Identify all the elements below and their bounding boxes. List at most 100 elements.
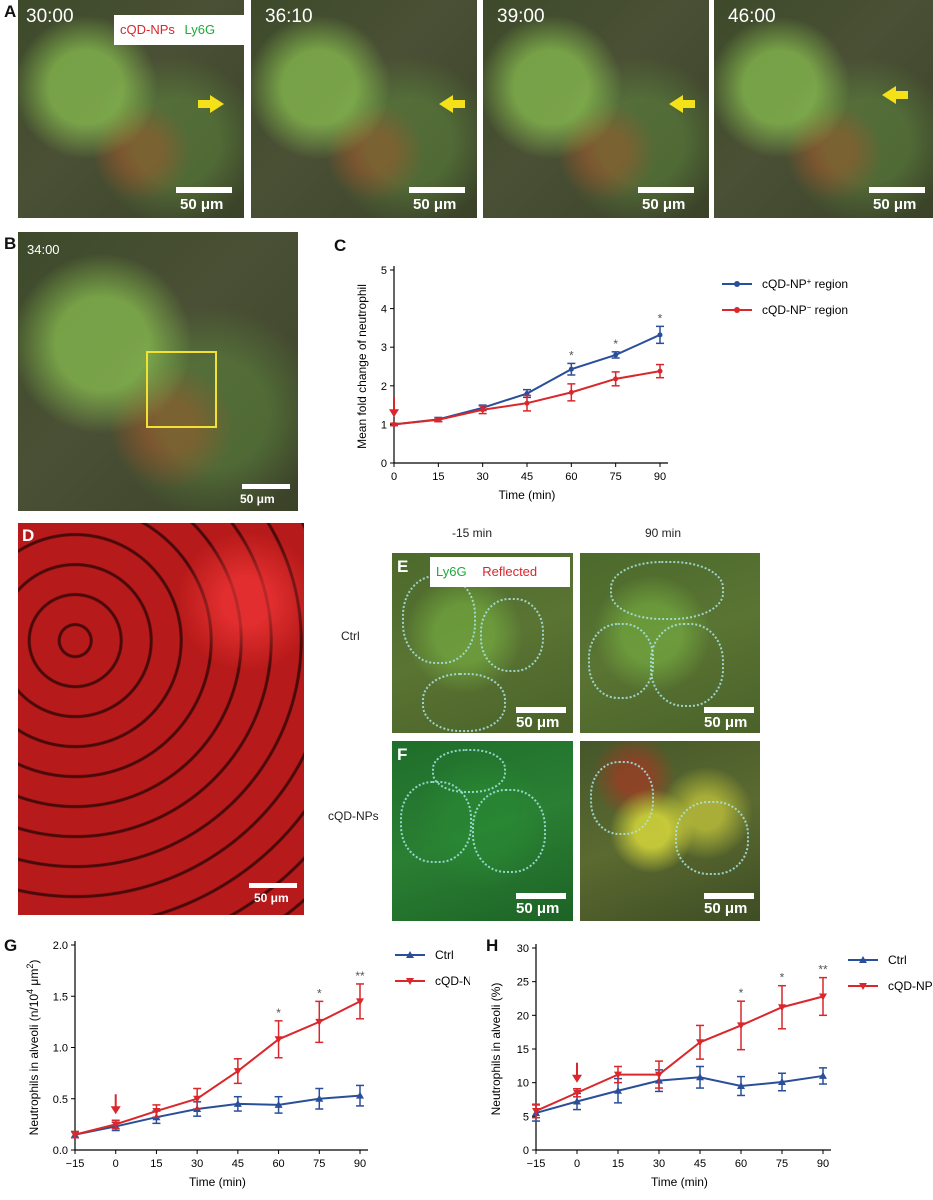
legend-marker [406, 951, 414, 958]
x-tick-label: 15 [432, 471, 444, 483]
x-tick-label: 0 [113, 1158, 119, 1170]
y-tick-label: 1.0 [53, 1043, 68, 1055]
scale-label: 50 μm [704, 900, 748, 917]
x-tick-label: 60 [735, 1158, 747, 1170]
alveolus-outline [590, 761, 654, 835]
micrograph-f2: 50 μm [580, 741, 760, 921]
legend-label: Ctrl [888, 953, 907, 967]
series-line [535, 995, 824, 1112]
legend-label: cQD-NPs [435, 974, 470, 988]
time-label: 46:00 [728, 6, 776, 27]
data-point [193, 1095, 202, 1103]
data-point [657, 368, 663, 374]
x-tick-label: 0 [574, 1158, 580, 1170]
x-axis-label: Time (min) [651, 1175, 708, 1189]
data-point [356, 1091, 364, 1099]
micrograph-d: 50 μm [18, 523, 304, 915]
x-tick-label: −15 [66, 1158, 85, 1170]
legend-box-e: Ly6G Reflected [430, 557, 570, 587]
alveolus-outline [432, 749, 506, 793]
red-arrow-head-icon [389, 409, 399, 418]
x-tick-label: 60 [272, 1158, 284, 1170]
alveolus-outline [422, 673, 506, 732]
series-line [535, 1074, 824, 1114]
micrograph-b: 34:00 50 μm [18, 232, 298, 511]
scale-label: 50 μm [642, 196, 686, 213]
data-point [111, 1121, 120, 1129]
legend-marker [734, 307, 740, 313]
x-tick-label: 15 [612, 1158, 624, 1170]
significance-star: * [276, 1006, 281, 1020]
data-point [778, 1004, 786, 1012]
scale-label: 50 μm [413, 196, 457, 213]
x-tick-label: 45 [521, 471, 533, 483]
alveolus-outline [400, 781, 472, 863]
scale-bar [409, 187, 465, 193]
x-tick-label: 90 [817, 1158, 829, 1170]
significance-star: ** [355, 969, 365, 983]
red-arrow-head-icon [572, 1074, 582, 1083]
data-point [613, 352, 619, 358]
x-axis-label: Time (min) [189, 1175, 246, 1189]
y-tick-label: 1.5 [53, 991, 68, 1003]
legend-marker [734, 281, 740, 287]
x-tick-label: −15 [527, 1158, 546, 1170]
alveolus-outline [650, 623, 724, 707]
data-point [524, 400, 530, 406]
data-point [657, 332, 663, 338]
data-point [819, 1071, 827, 1079]
data-point [71, 1131, 79, 1139]
data-point [737, 1022, 745, 1030]
row-label-ctrl: Ctrl [341, 629, 360, 643]
data-point [696, 1039, 704, 1047]
panel-letter-f: F [397, 745, 408, 764]
data-point [152, 1108, 161, 1116]
micrograph-f1: 50 μm [392, 741, 573, 921]
y-tick-label: 0.0 [53, 1145, 68, 1157]
scale-label: 50 μm [180, 196, 224, 213]
yellow-arrow-icon [439, 95, 465, 113]
data-point [819, 993, 827, 1001]
legend-label: cQD-NP+ region [762, 277, 848, 292]
alveolus-outline [588, 623, 654, 699]
micrograph-a2: 36:10 50 μm [251, 0, 477, 218]
data-point [655, 1071, 663, 1079]
legend-reflected: Reflected [482, 564, 538, 579]
data-point [696, 1073, 704, 1081]
significance-star: * [739, 986, 744, 1000]
y-tick-label: 25 [517, 977, 529, 989]
data-point [737, 1082, 745, 1090]
legend-ly6g: Ly6G [436, 564, 467, 579]
micrograph-a1: 30:00 cQD-NPs Ly6G 50 μm [18, 0, 244, 218]
alveolus-outline [610, 561, 724, 620]
alveolus-outline [472, 789, 546, 873]
legend-ly6g: Ly6G [184, 22, 216, 37]
x-tick-label: 75 [776, 1158, 788, 1170]
x-tick-label: 60 [565, 471, 577, 483]
legend-box-a: cQD-NPs Ly6G [114, 15, 244, 45]
micrograph-e2: 50 μm [580, 553, 760, 733]
column-label-minus15: -15 min [452, 526, 493, 540]
x-axis-label: Time (min) [499, 488, 556, 502]
panel-letter-g: G [4, 936, 18, 955]
yellow-arrow-icon [882, 86, 908, 104]
series-line [74, 1000, 361, 1136]
scale-label: 50 μm [704, 714, 748, 731]
y-tick-label: 3 [381, 342, 387, 354]
y-tick-label: 1 [381, 419, 387, 431]
x-tick-label: 30 [653, 1158, 665, 1170]
y-axis-label: Mean fold change of neutrophil [355, 284, 369, 449]
panel-letter-e: E [397, 557, 409, 576]
x-tick-label: 90 [654, 471, 666, 483]
significance-star: * [658, 311, 663, 325]
red-arrow-head-icon [110, 1106, 121, 1115]
time-label: 30:00 [26, 6, 74, 27]
y-tick-label: 20 [517, 1010, 529, 1022]
data-point [356, 998, 364, 1006]
legend-label: cQD-NP− region [762, 303, 848, 318]
legend-marker [406, 978, 414, 985]
y-axis-label: Neutrophils in alveoli (%) [489, 983, 503, 1116]
legend-label: Ctrl [435, 948, 454, 962]
